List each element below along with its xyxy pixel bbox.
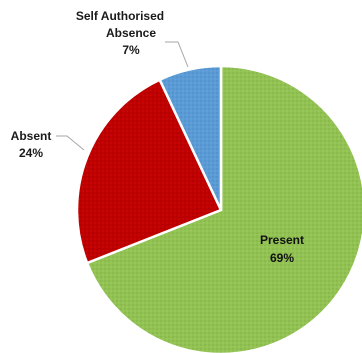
data-label-absent: Absent <box>11 129 52 143</box>
data-label-self-authorised-line1: Self Authorised <box>76 9 164 23</box>
data-label-present-percent: 69% <box>270 251 294 265</box>
leader-line-self-authorised <box>165 41 189 68</box>
data-label-absent-percent: 24% <box>19 146 43 160</box>
data-label-present: Present <box>260 233 304 247</box>
data-label-self-authorised-line2: Absence <box>106 26 156 40</box>
data-label-self-authorised-percent: 7% <box>122 43 140 57</box>
pie-slice-self-authorised-absence <box>158 64 223 212</box>
leader-line-absent <box>56 135 85 151</box>
pie-slice-absent <box>75 78 223 265</box>
pie-slice-present <box>85 64 362 353</box>
